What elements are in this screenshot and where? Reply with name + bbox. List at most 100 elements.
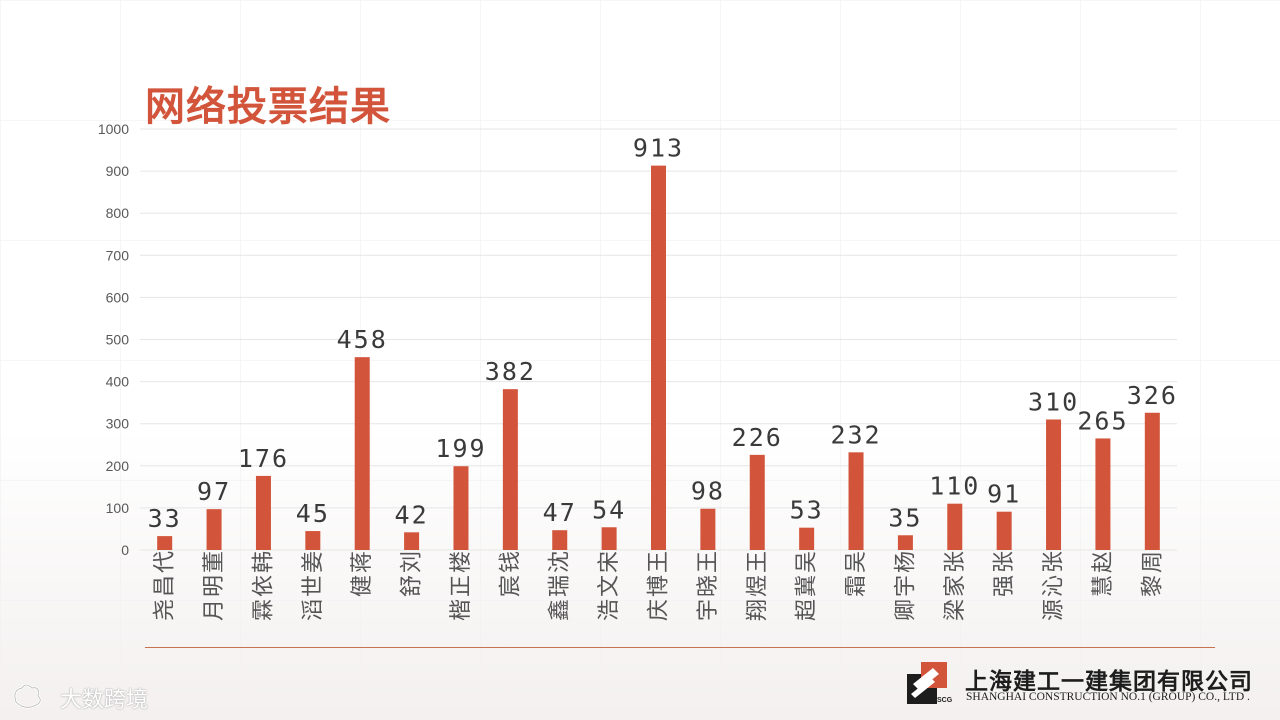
x-tick-label: 霖: [251, 599, 276, 621]
data-label: 54: [592, 495, 626, 524]
y-tick-label: 1000: [98, 121, 129, 137]
bar: [453, 466, 469, 550]
bar: [651, 165, 666, 550]
bar: [552, 530, 568, 550]
x-tick-label: 梁: [943, 599, 968, 621]
x-tick-label: 沈: [548, 551, 573, 573]
data-label: 176: [238, 444, 289, 473]
y-tick-label: 300: [106, 416, 130, 432]
bar: [848, 452, 864, 550]
x-tick-label: 宋: [597, 551, 622, 573]
bar: [749, 454, 765, 550]
x-tick-label: 月: [202, 599, 227, 621]
company-name-en: SHANGHAI CONSTRUCTION NO.1 (GROUP) CO., …: [966, 691, 1250, 703]
x-tick-label: 卿: [893, 599, 918, 621]
x-tick-label: 姜: [301, 551, 326, 573]
x-tick-label: 张: [992, 551, 1017, 573]
x-tick-label: 慧: [1091, 575, 1116, 597]
data-label: 310: [1028, 387, 1079, 416]
x-tick-label: 文: [597, 575, 622, 597]
data-label: 53: [790, 496, 824, 525]
x-tick-label: 杨: [893, 551, 918, 573]
x-tick-label: 健: [350, 575, 375, 597]
x-tick-label: 明: [202, 575, 227, 597]
background-fade: [0, 430, 1280, 720]
x-tick-label: 吴: [795, 551, 820, 573]
x-tick-label: 赵: [1091, 551, 1116, 573]
x-tick-label: 沁: [1042, 575, 1067, 597]
x-tick-label: 强: [992, 575, 1017, 597]
watermark-text: 大数跨境: [60, 688, 149, 713]
data-label: 232: [830, 420, 881, 449]
company-logo-icon: SCG: [907, 662, 953, 704]
y-tick-label: 900: [106, 163, 130, 179]
x-tick-label: 翔: [745, 599, 770, 621]
data-label: 45: [296, 499, 330, 528]
x-tick-label: 宸: [498, 575, 523, 597]
y-tick-label: 600: [106, 289, 130, 305]
data-label: 98: [691, 477, 725, 506]
data-label: 110: [929, 472, 980, 501]
data-label: 382: [485, 357, 536, 386]
x-tick-label: 楷: [449, 599, 474, 621]
data-label: 33: [148, 504, 182, 533]
bar: [1144, 412, 1160, 550]
data-label: 97: [197, 477, 231, 506]
x-tick-label: 正: [449, 575, 474, 597]
bar: [354, 357, 370, 550]
x-tick-label: 黎: [1140, 575, 1165, 597]
bar: [404, 532, 420, 550]
company-name-cn: 上海建工一建集团有限公司: [965, 669, 1253, 695]
x-tick-label: 博: [647, 575, 672, 597]
x-tick-label: 王: [745, 551, 770, 573]
data-label: 199: [435, 434, 486, 463]
x-tick-label: 宇: [893, 575, 918, 597]
bar: [1095, 438, 1111, 550]
data-label: 47: [543, 498, 577, 527]
bar: [157, 536, 173, 550]
y-tick-label: 200: [106, 458, 130, 474]
x-tick-label: 依: [251, 575, 276, 597]
data-label: 326: [1127, 381, 1178, 410]
x-tick-label: 张: [943, 551, 968, 573]
y-tick-label: 400: [106, 374, 130, 390]
x-tick-label: 张: [1042, 551, 1067, 573]
x-tick-label: 庆: [647, 599, 672, 621]
x-tick-label: 蒋: [350, 551, 375, 573]
y-tick-label: 500: [106, 332, 130, 348]
x-tick-label: 宇: [696, 599, 721, 621]
bar: [947, 503, 963, 550]
data-label: 42: [395, 500, 429, 529]
x-tick-label: 舒: [400, 575, 425, 597]
data-label: 35: [888, 503, 922, 532]
watermark-icon: [13, 683, 42, 709]
x-tick-label: 源: [1042, 599, 1067, 621]
y-tick-label: 700: [106, 247, 130, 263]
data-label: 265: [1077, 406, 1128, 435]
logo-text: SCG: [937, 697, 953, 704]
x-tick-label: 董: [202, 551, 227, 573]
y-tick-label: 0: [121, 542, 129, 558]
x-tick-label: 家: [943, 575, 968, 597]
y-tick-label: 800: [106, 205, 130, 221]
x-tick-label: 刘: [400, 551, 425, 573]
x-tick-label: 吴: [844, 551, 869, 573]
x-tick-label: 鑫: [548, 599, 573, 621]
x-tick-label: 超: [795, 599, 820, 621]
x-tick-label: 周: [1140, 551, 1165, 573]
x-tick-label: 世: [301, 575, 326, 597]
x-tick-label: 煜: [745, 575, 770, 597]
x-tick-label: 瑞: [548, 575, 573, 597]
chart-title: 网络投票结果: [145, 84, 391, 130]
y-tick-label: 100: [106, 500, 130, 516]
x-tick-label: 昌: [153, 575, 178, 597]
footer-divider: [145, 647, 1215, 648]
bar: [996, 511, 1012, 550]
bar: [799, 527, 815, 550]
bar: [601, 527, 617, 550]
bar: [206, 509, 222, 550]
bar: [1046, 419, 1062, 550]
data-label: 458: [337, 325, 388, 354]
bar: [897, 535, 913, 550]
x-tick-label: 尧: [153, 599, 178, 621]
